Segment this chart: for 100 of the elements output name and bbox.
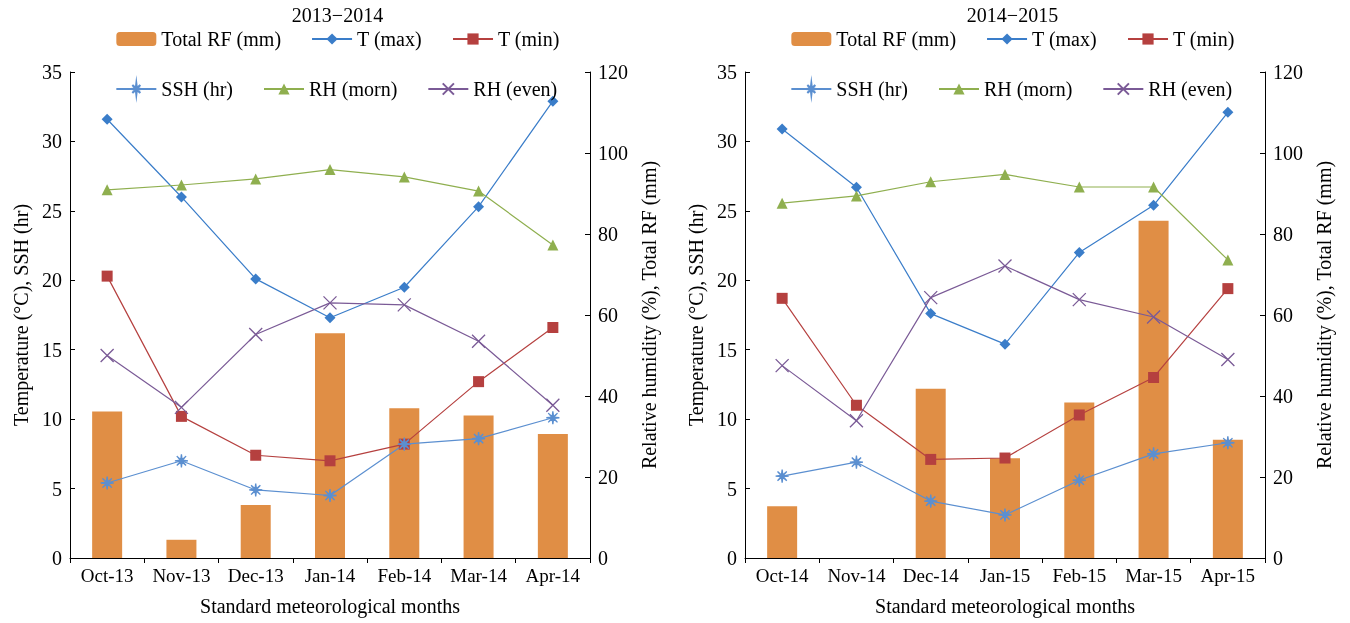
point [1073, 409, 1085, 421]
point [398, 281, 410, 293]
point [997, 507, 1013, 523]
y2-tick-label: 20 [598, 466, 618, 488]
point [99, 348, 115, 363]
point [471, 334, 486, 349]
point [545, 398, 561, 413]
point [248, 327, 263, 342]
y2-tick-label: 80 [598, 223, 618, 245]
legend-label: RH (even) [473, 78, 558, 101]
point [547, 239, 559, 251]
bar [990, 458, 1020, 558]
point [547, 322, 559, 333]
chart-title: 2013−2014 [291, 4, 384, 26]
legend-label: SSH (hr) [161, 78, 234, 101]
x-tick-label: Apr-15 [1200, 565, 1256, 586]
point [925, 308, 937, 320]
point [999, 338, 1011, 350]
y-tick-label: 25 [717, 199, 737, 222]
legend-label: RH (morn) [309, 78, 398, 101]
point [250, 273, 262, 285]
y-tick-label: 0 [727, 547, 737, 569]
point [776, 123, 788, 135]
y-tick-label: 10 [717, 408, 737, 431]
point [324, 312, 336, 324]
point [175, 410, 187, 422]
x-tick-label: Mar-15 [1125, 565, 1182, 586]
point [925, 453, 937, 465]
bar [463, 415, 494, 558]
point [774, 358, 790, 373]
y-tick-label: 10 [42, 408, 62, 431]
point [1073, 247, 1085, 259]
x-axis-title: Standard meteorological months [875, 595, 1136, 618]
point [101, 184, 113, 196]
y2-tick-label: 0 [598, 547, 608, 569]
point [473, 185, 485, 197]
bar [92, 411, 123, 558]
y2-tick-label: 0 [1273, 547, 1283, 569]
x-tick-label: Nov-13 [152, 565, 211, 586]
point [997, 258, 1013, 274]
point [850, 399, 862, 411]
point [250, 449, 262, 461]
point [248, 482, 263, 498]
bar [915, 388, 946, 558]
bar [1064, 402, 1095, 558]
y2-tick-label: 100 [598, 142, 628, 164]
point [923, 290, 938, 305]
y-tick-label: 30 [717, 130, 737, 153]
point [174, 400, 189, 415]
y2-tick-label: 40 [598, 385, 618, 407]
point [849, 413, 864, 428]
point [473, 201, 485, 213]
y2-tick-label: 80 [1273, 223, 1293, 245]
y-tick-label: 15 [42, 338, 62, 361]
y2-tick-label: 60 [1273, 304, 1293, 326]
point [101, 113, 113, 125]
y2-tick-label: 40 [1273, 385, 1293, 407]
y-tick-label: 5 [727, 477, 737, 500]
point [776, 292, 788, 304]
y2-tick-label: 100 [1273, 142, 1303, 164]
point [999, 168, 1011, 180]
legend-label: T (min) [1173, 28, 1235, 51]
bar [537, 434, 568, 558]
point [1072, 473, 1087, 488]
y2-tick-label: 20 [1273, 466, 1293, 488]
x-tick-label: Nov-14 [827, 565, 886, 586]
bar [1212, 439, 1243, 558]
y2-axis-title: Relative humidity (%), Total RF (mm) [1312, 160, 1336, 470]
y-tick-label: 35 [42, 61, 62, 83]
point [471, 431, 486, 446]
point [1146, 309, 1161, 325]
x-axis-title: Standard meteorological months [200, 595, 461, 618]
x-tick-label: Jan-14 [304, 565, 356, 586]
y-tick-label: 25 [42, 199, 62, 222]
y2-tick-label: 60 [598, 304, 618, 326]
point [850, 190, 862, 202]
point [1148, 371, 1160, 383]
y-tick-label: 0 [52, 547, 62, 569]
point [1220, 435, 1236, 450]
bar [166, 539, 197, 558]
point [397, 297, 412, 313]
bar [767, 506, 798, 558]
bar [315, 333, 345, 558]
legend-label: Total RF (mm) [836, 28, 957, 51]
point [324, 164, 336, 176]
x-tick-label: Jan-15 [979, 565, 1031, 586]
legend-label: Total RF (mm) [161, 28, 282, 51]
x-tick-label: Dec-13 [227, 565, 284, 586]
legend-label: RH (morn) [984, 78, 1073, 101]
point [545, 410, 561, 425]
y-tick-label: 20 [42, 269, 62, 292]
y-tick-label: 30 [42, 130, 62, 153]
bar [1138, 220, 1169, 558]
y2-tick-label: 120 [598, 61, 628, 83]
y-tick-label: 35 [717, 61, 737, 83]
point [1222, 254, 1234, 266]
legend-label: T (min) [498, 28, 560, 51]
x-tick-label: Mar-14 [450, 565, 508, 586]
point [322, 488, 338, 503]
point [774, 468, 790, 484]
